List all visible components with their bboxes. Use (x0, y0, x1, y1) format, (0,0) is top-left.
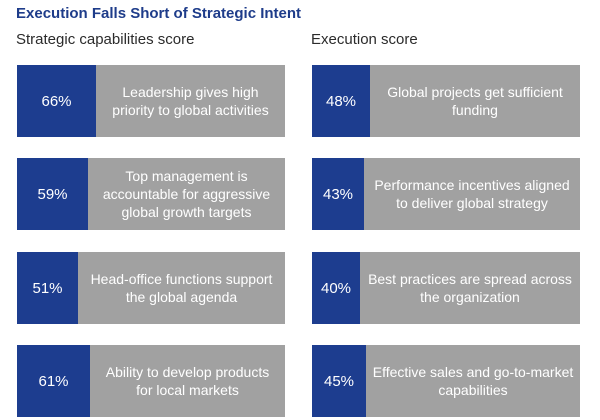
bar-execution-4: 45% Effective sales and go-to-market capa… (312, 345, 580, 417)
score-value: 59% (17, 158, 88, 230)
bar-label: Best practices are spread across the org… (368, 271, 572, 305)
score-value: 40% (312, 252, 360, 324)
bar-label: Head-office functions support the global… (90, 271, 273, 305)
bar-execution-2: 43% Performance incentives aligned to del… (312, 158, 580, 230)
bar-execution-3: 40% Best practices are spread across the … (312, 252, 580, 324)
bar-label: Top management is accountable for aggres… (102, 168, 271, 220)
bar-strategic-1: 66% Leadership gives high priority to glo… (17, 65, 285, 137)
score-value: 43% (312, 158, 364, 230)
bar-strategic-4: 61% Ability to develop products for local… (17, 345, 285, 417)
chart-title: Execution Falls Short of Strategic Inten… (16, 5, 302, 22)
bar-label: Global projects get sufficient funding (387, 84, 563, 118)
bar-label: Ability to develop products for local ma… (105, 364, 270, 398)
score-value: 61% (17, 345, 90, 417)
score-value: 48% (312, 65, 370, 137)
bar-label: Leadership gives high priority to global… (112, 84, 269, 118)
bar-label: Performance incentives aligned to delive… (374, 177, 570, 211)
score-value: 45% (312, 345, 366, 417)
strategic-column-title: Strategic capabilities score (16, 31, 195, 48)
bar-strategic-2: 59% Top management is accountable for agg… (17, 158, 285, 230)
score-value: 66% (17, 65, 96, 137)
bar-execution-1: 48% Global projects get sufficient fundin… (312, 65, 580, 137)
bar-strategic-3: 51% Head-office functions support the glo… (17, 252, 285, 324)
score-value: 51% (17, 252, 78, 324)
bar-label: Effective sales and go-to-market capabil… (372, 364, 574, 398)
execution-column-title: Execution score (311, 31, 418, 48)
